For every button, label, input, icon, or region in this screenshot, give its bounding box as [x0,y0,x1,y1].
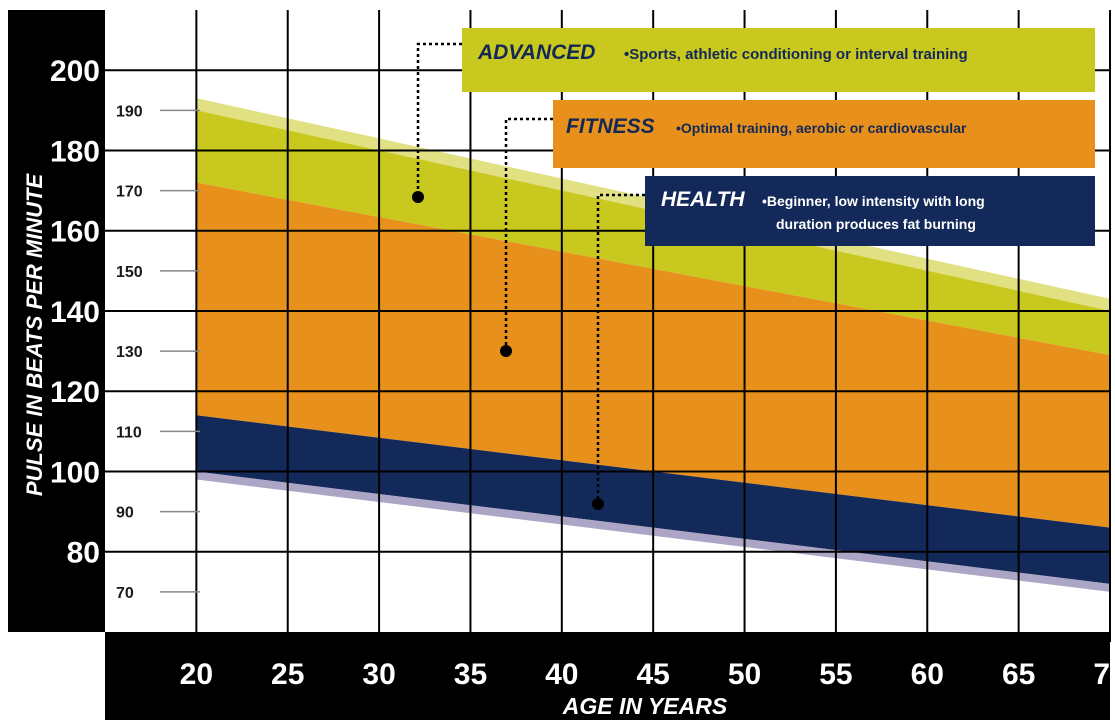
x-tick-35: 35 [454,658,487,691]
y-minor-tick-190: 190 [116,103,143,120]
legend-box-advanced [462,28,1095,92]
legend-title-health: HEALTH [661,188,745,211]
legend-box-fitness [553,100,1095,168]
x-tick-70: 70 [1093,658,1115,691]
y-major-tick-200: 200 [50,55,100,88]
y-major-tick-140: 140 [50,296,100,329]
leader-advanced [416,42,462,196]
x-tick-20: 20 [180,658,213,691]
y-axis-bar [8,10,105,632]
x-tick-40: 40 [545,658,578,691]
x-tick-30: 30 [362,658,395,691]
x-tick-55: 55 [819,658,852,691]
y-axis-label: PULSE IN BEATS PER MINUTE [22,173,47,497]
leader-lines [416,42,645,503]
x-axis-bar [105,632,1110,720]
legend-desc-health-1: •Beginner, low intensity with long [762,193,985,209]
leader-fitness [504,117,553,350]
y-major-tick-labels: 200 180 160 140 120 100 80 [50,55,100,570]
x-axis-label: AGE IN YEARS [562,693,728,719]
x-tick-65: 65 [1002,658,1035,691]
legend-title-advanced: ADVANCED [477,41,595,64]
x-tick-60: 60 [911,658,944,691]
legend-desc-advanced: •Sports, athletic conditioning or interv… [624,46,968,63]
marker-health [592,498,604,510]
y-major-tick-100: 100 [50,456,100,489]
marker-fitness [500,345,512,357]
y-major-tick-120: 120 [50,376,100,409]
y-major-tick-180: 180 [50,135,100,168]
x-tick-50: 50 [728,658,761,691]
legend-desc-health-2: duration produces fat burning [776,216,976,232]
legend-desc-fitness: •Optimal training, aerobic or cardiovasc… [676,120,967,136]
marker-advanced [412,191,424,203]
y-minor-tick-110: 110 [116,424,142,441]
x-tick-25: 25 [271,658,304,691]
legend-box-health [645,176,1095,246]
y-major-tick-80: 80 [67,537,100,570]
y-minor-tick-130: 130 [116,344,143,361]
y-minor-tick-170: 170 [116,184,143,201]
y-minor-tick-150: 150 [116,264,143,281]
y-minor-tick-90: 90 [116,505,134,522]
legend-title-fitness: FITNESS [566,115,655,138]
y-minor-tick-labels: 190 170 150 130 110 90 70 [116,103,143,602]
y-minor-tick-70: 70 [116,585,134,602]
x-tick-labels: 20 25 30 35 40 45 50 55 60 65 70 [180,658,1115,691]
legend: ADVANCED •Sports, athletic conditioning … [462,28,1095,246]
y-major-tick-160: 160 [50,216,100,249]
leader-health [596,193,645,503]
x-tick-45: 45 [636,658,669,691]
